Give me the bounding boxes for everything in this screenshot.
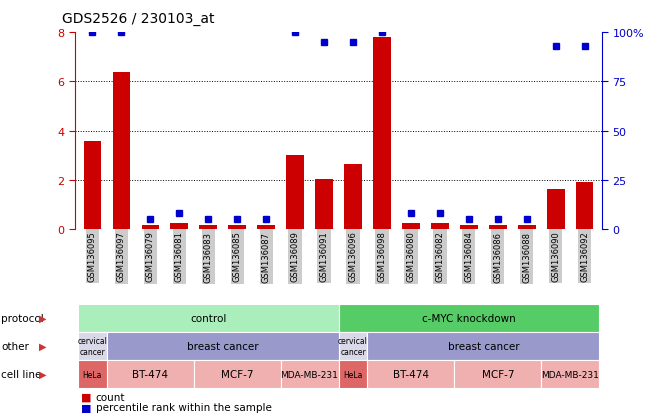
Text: control: control	[190, 313, 227, 323]
Text: GDS2526 / 230103_at: GDS2526 / 230103_at	[62, 12, 214, 26]
Bar	[460, 226, 478, 230]
Bar	[286, 156, 304, 230]
Text: ▶: ▶	[39, 313, 47, 323]
Text: ▶: ▶	[39, 341, 47, 351]
Text: other: other	[1, 341, 29, 351]
Bar	[402, 223, 420, 230]
Bar	[344, 164, 362, 230]
Text: breast cancer: breast cancer	[187, 341, 258, 351]
Text: cell line: cell line	[1, 369, 42, 379]
Text: HeLa: HeLa	[343, 370, 363, 379]
Text: MDA-MB-231: MDA-MB-231	[281, 370, 339, 379]
Text: BT-474: BT-474	[393, 369, 429, 379]
Text: c-MYC knockdown: c-MYC knockdown	[422, 313, 516, 323]
Bar	[547, 189, 564, 230]
Bar	[489, 226, 506, 230]
Bar	[199, 226, 217, 230]
Text: ■: ■	[81, 392, 92, 402]
Text: percentile rank within the sample: percentile rank within the sample	[96, 402, 271, 412]
Bar	[518, 226, 536, 230]
Text: cervical
cancer: cervical cancer	[77, 337, 107, 356]
Text: MCF-7: MCF-7	[482, 369, 514, 379]
Bar	[229, 226, 246, 230]
Bar	[431, 223, 449, 230]
Text: MCF-7: MCF-7	[221, 369, 253, 379]
Bar	[576, 183, 594, 230]
Text: cervical
cancer: cervical cancer	[338, 337, 368, 356]
Bar	[315, 179, 333, 230]
Text: MDA-MB-231: MDA-MB-231	[542, 370, 599, 379]
Text: ■: ■	[81, 402, 92, 412]
Text: count: count	[96, 392, 125, 402]
Text: protocol: protocol	[1, 313, 44, 323]
Text: HeLa: HeLa	[83, 370, 102, 379]
Text: ▶: ▶	[39, 369, 47, 379]
Bar	[141, 226, 159, 230]
Bar	[113, 72, 130, 230]
Text: BT-474: BT-474	[132, 369, 168, 379]
Bar	[171, 223, 188, 230]
Bar	[373, 38, 391, 230]
Bar	[83, 141, 101, 230]
Bar	[257, 226, 275, 230]
Text: breast cancer: breast cancer	[448, 341, 519, 351]
